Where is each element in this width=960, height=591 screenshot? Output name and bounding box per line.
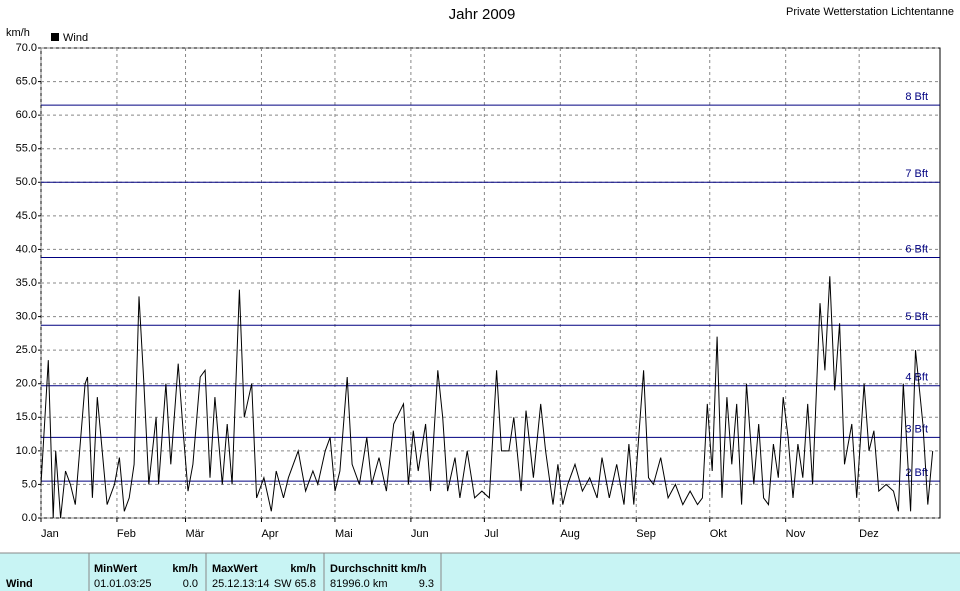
x-tick-label: Mär bbox=[186, 528, 205, 540]
x-tick-label: Feb bbox=[117, 528, 136, 540]
y-tick-label: 65.0 bbox=[16, 75, 37, 87]
y-tick-label: 25.0 bbox=[16, 344, 37, 356]
stats-cell: 9.3 bbox=[419, 578, 434, 590]
stats-cell: 25.12. bbox=[212, 578, 243, 590]
beaufort-label: 4 Bft bbox=[905, 372, 928, 384]
beaufort-label: 2 Bft bbox=[905, 467, 928, 479]
y-tick-label: 20.0 bbox=[16, 378, 37, 390]
y-tick-label: 0.0 bbox=[22, 512, 37, 524]
y-tick-label: 50.0 bbox=[16, 176, 37, 188]
wind-line bbox=[40, 276, 934, 519]
x-tick-label: Nov bbox=[786, 528, 806, 540]
stats-row-label: Wind bbox=[6, 578, 33, 590]
stats-band bbox=[0, 553, 960, 591]
stats-cell: 01.01. bbox=[94, 578, 125, 590]
stats-header: MaxWert bbox=[212, 563, 258, 575]
y-tick-label: 55.0 bbox=[16, 143, 37, 155]
plot-area bbox=[40, 47, 941, 519]
beaufort-label: 7 Bft bbox=[905, 168, 928, 180]
chart-title: Jahr 2009 bbox=[449, 6, 516, 23]
y-tick-label: 5.0 bbox=[22, 478, 37, 490]
y-tick-label: 10.0 bbox=[16, 445, 37, 457]
station-name: Private Wetterstation Lichtentanne bbox=[786, 6, 954, 18]
stats-header: Durchschnitt km/h bbox=[330, 563, 427, 575]
x-tick-label: Mai bbox=[335, 528, 353, 540]
stats-cell: SW 65.8 bbox=[274, 578, 316, 590]
x-tick-label: Jan bbox=[41, 528, 59, 540]
y-axis-label: km/h bbox=[6, 27, 30, 39]
y-tick-label: 35.0 bbox=[16, 277, 37, 289]
y-tick-label: 15.0 bbox=[16, 411, 37, 423]
x-tick-label: Dez bbox=[859, 528, 879, 540]
beaufort-label: 5 Bft bbox=[905, 311, 928, 323]
legend-swatch bbox=[51, 33, 59, 41]
beaufort-label: 3 Bft bbox=[905, 423, 928, 435]
x-tick-label: Aug bbox=[560, 528, 580, 540]
stats-header: km/h bbox=[172, 563, 198, 575]
stats-cell: 03:25 bbox=[124, 578, 152, 590]
y-tick-label: 45.0 bbox=[16, 210, 37, 222]
x-tick-label: Okt bbox=[710, 528, 727, 540]
stats-header: km/h bbox=[290, 563, 316, 575]
y-tick-label: 40.0 bbox=[16, 243, 37, 255]
x-tick-label: Apr bbox=[261, 528, 278, 540]
stats-header: MinWert bbox=[94, 563, 138, 575]
beaufort-label: 6 Bft bbox=[905, 243, 928, 255]
stats-cell: 0.0 bbox=[183, 578, 198, 590]
y-tick-label: 30.0 bbox=[16, 310, 37, 322]
y-tick-label: 60.0 bbox=[16, 109, 37, 121]
stats-cell: 13:14 bbox=[242, 578, 270, 590]
beaufort-label: 8 Bft bbox=[905, 91, 928, 103]
y-tick-label: 70.0 bbox=[16, 42, 37, 54]
legend-label: Wind bbox=[63, 32, 88, 44]
stats-cell: 81996.0 km bbox=[330, 578, 387, 590]
x-tick-label: Sep bbox=[636, 528, 656, 540]
x-tick-label: Jun bbox=[411, 528, 429, 540]
x-tick-label: Jul bbox=[484, 528, 498, 540]
